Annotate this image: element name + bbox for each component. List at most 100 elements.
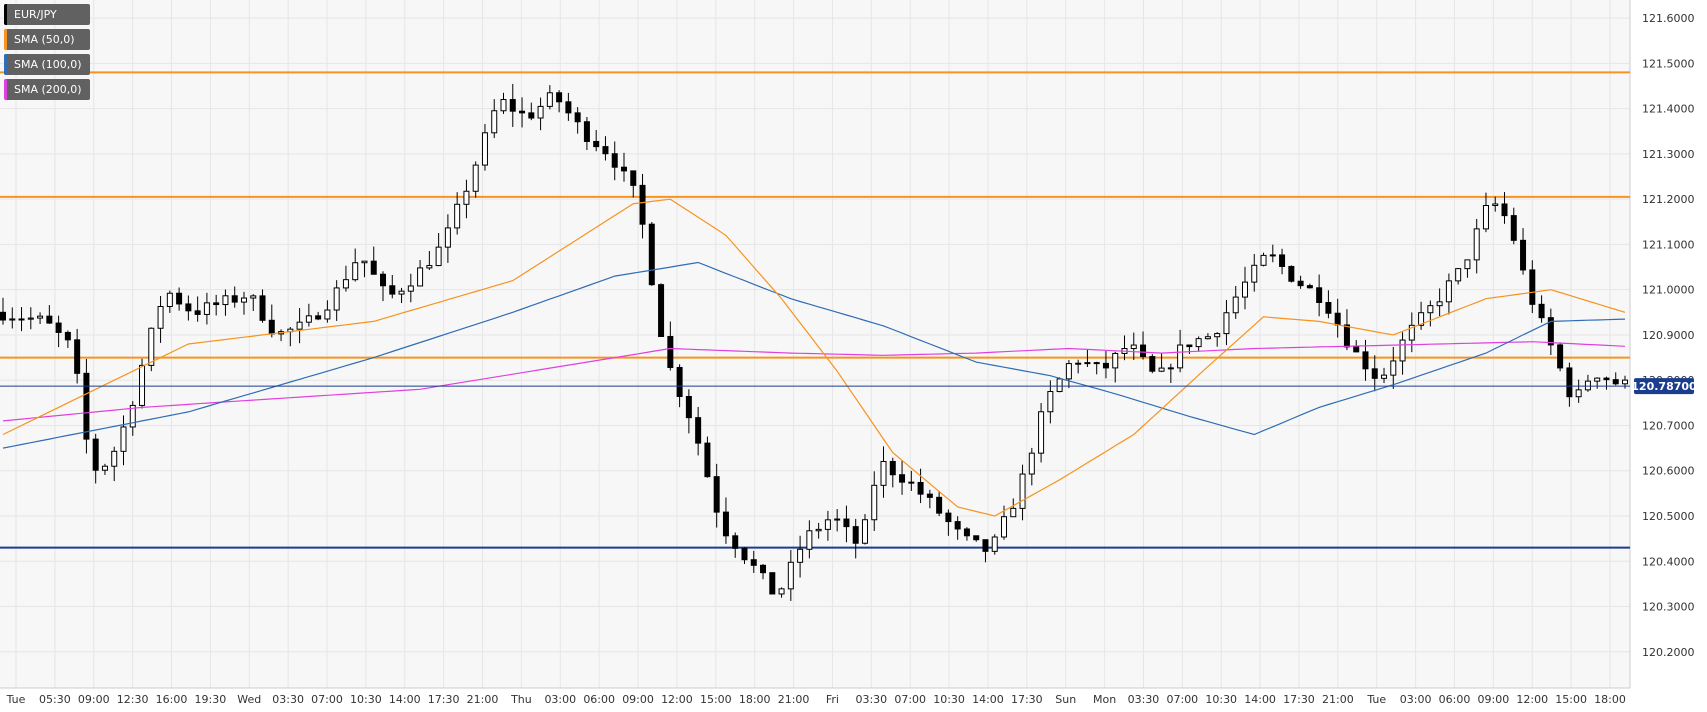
candle-body: [1149, 356, 1156, 372]
x-tick-label: 12:30: [117, 693, 149, 706]
x-tick-label: Tue: [6, 693, 26, 706]
candle-body: [222, 295, 229, 306]
legend-label: SMA (50,0): [14, 33, 75, 46]
candle-body: [722, 511, 729, 537]
candle-body: [389, 285, 396, 295]
candle-body: [305, 315, 312, 323]
candle-body: [917, 481, 924, 495]
candle-body: [1362, 351, 1369, 370]
x-tick-label: 06:00: [583, 693, 615, 706]
x-tick-label: Tue: [1366, 693, 1386, 706]
y-tick-label: 121.6000: [1642, 12, 1695, 25]
candle-body: [1047, 391, 1054, 413]
y-axis-panel: [1630, 0, 1707, 712]
candle-body: [74, 339, 81, 374]
candle-body: [231, 295, 238, 303]
legend-swatch: [4, 29, 7, 50]
candle-body: [982, 539, 989, 552]
candle-body: [806, 530, 813, 550]
candle-body: [1084, 362, 1091, 365]
candle-body: [880, 460, 887, 486]
candle-body: [741, 547, 748, 561]
x-tick-label: 17:30: [1011, 693, 1043, 706]
x-tick-label: 03:30: [1128, 693, 1160, 706]
candle-body: [18, 318, 25, 321]
x-tick-label: 03:00: [544, 693, 576, 706]
candle-body: [203, 302, 210, 315]
candle-body: [407, 285, 414, 292]
x-tick-label: 10:30: [1205, 693, 1237, 706]
candle-body: [565, 101, 572, 114]
candle-body: [1260, 254, 1267, 266]
last-price-badge: [1634, 378, 1694, 395]
legend-swatch: [4, 4, 7, 25]
legend-item-sma50[interactable]: SMA (50,0): [4, 29, 90, 50]
candle-body: [973, 535, 980, 541]
candle-body: [1279, 254, 1286, 267]
candle-body: [1306, 285, 1313, 289]
candle-body: [129, 404, 136, 428]
candle-body: [1547, 317, 1554, 346]
candle-body: [370, 260, 377, 275]
candle-body: [574, 112, 581, 123]
candle-body: [1445, 280, 1452, 303]
candle-body: [1093, 362, 1100, 365]
candle-body: [519, 110, 526, 114]
candle-body: [1010, 507, 1017, 518]
candle-body: [630, 170, 637, 186]
candle-body: [1334, 312, 1341, 326]
candle-body: [667, 335, 674, 368]
candle-body: [1492, 203, 1499, 207]
candle-body: [1529, 269, 1536, 305]
candle-body: [815, 528, 822, 532]
x-tick-label: Thu: [510, 693, 532, 706]
candle-body: [528, 112, 535, 119]
candle-body: [1186, 344, 1193, 348]
x-tick-label: 15:00: [700, 693, 732, 706]
x-tick-label: 14:00: [972, 693, 1004, 706]
legend-swatch: [4, 79, 7, 100]
candle-body: [1038, 411, 1045, 454]
candle-body: [1418, 312, 1425, 326]
candle-body: [83, 372, 90, 440]
candle-body: [936, 496, 943, 514]
candle-body: [797, 548, 804, 563]
candle-body: [620, 166, 627, 172]
candle-body: [1473, 228, 1480, 261]
candle-body: [444, 227, 451, 248]
candle-body: [1065, 363, 1072, 380]
candle-body: [352, 262, 359, 281]
y-tick-label: 121.3000: [1642, 148, 1695, 161]
x-tick-label: 17:30: [428, 693, 460, 706]
candle-body: [602, 146, 609, 155]
candle-body: [769, 572, 776, 595]
x-tick-label: 12:00: [661, 693, 693, 706]
x-tick-label: 03:30: [855, 693, 887, 706]
candle-body: [1538, 303, 1545, 319]
candle-body: [1612, 379, 1619, 385]
candle-body: [315, 315, 322, 320]
candle-body: [1316, 287, 1323, 303]
candle-body: [843, 518, 850, 528]
legend-label: SMA (200,0): [14, 83, 82, 96]
legend-item-eurjpy[interactable]: EUR/JPY: [4, 4, 90, 25]
candle-body: [778, 588, 785, 595]
candle-body: [111, 450, 118, 467]
candle-body: [268, 319, 275, 335]
candle-body: [1158, 367, 1165, 372]
candle-body: [1584, 380, 1591, 391]
x-tick-label: Mon: [1093, 693, 1116, 706]
legend-item-sma100[interactable]: SMA (100,0): [4, 54, 90, 75]
legend-item-sma200[interactable]: SMA (200,0): [4, 79, 90, 100]
x-tick-label: 19:30: [195, 693, 227, 706]
candle-body: [889, 460, 896, 476]
candle-body: [556, 92, 563, 103]
candle-body: [871, 484, 878, 521]
candle-body: [435, 246, 442, 267]
candle-body: [380, 273, 387, 287]
x-tick-label: 21:00: [778, 693, 810, 706]
x-tick-label: 21:00: [1322, 693, 1354, 706]
y-tick-label: 121.2000: [1642, 193, 1695, 206]
legend-label: EUR/JPY: [14, 8, 57, 21]
